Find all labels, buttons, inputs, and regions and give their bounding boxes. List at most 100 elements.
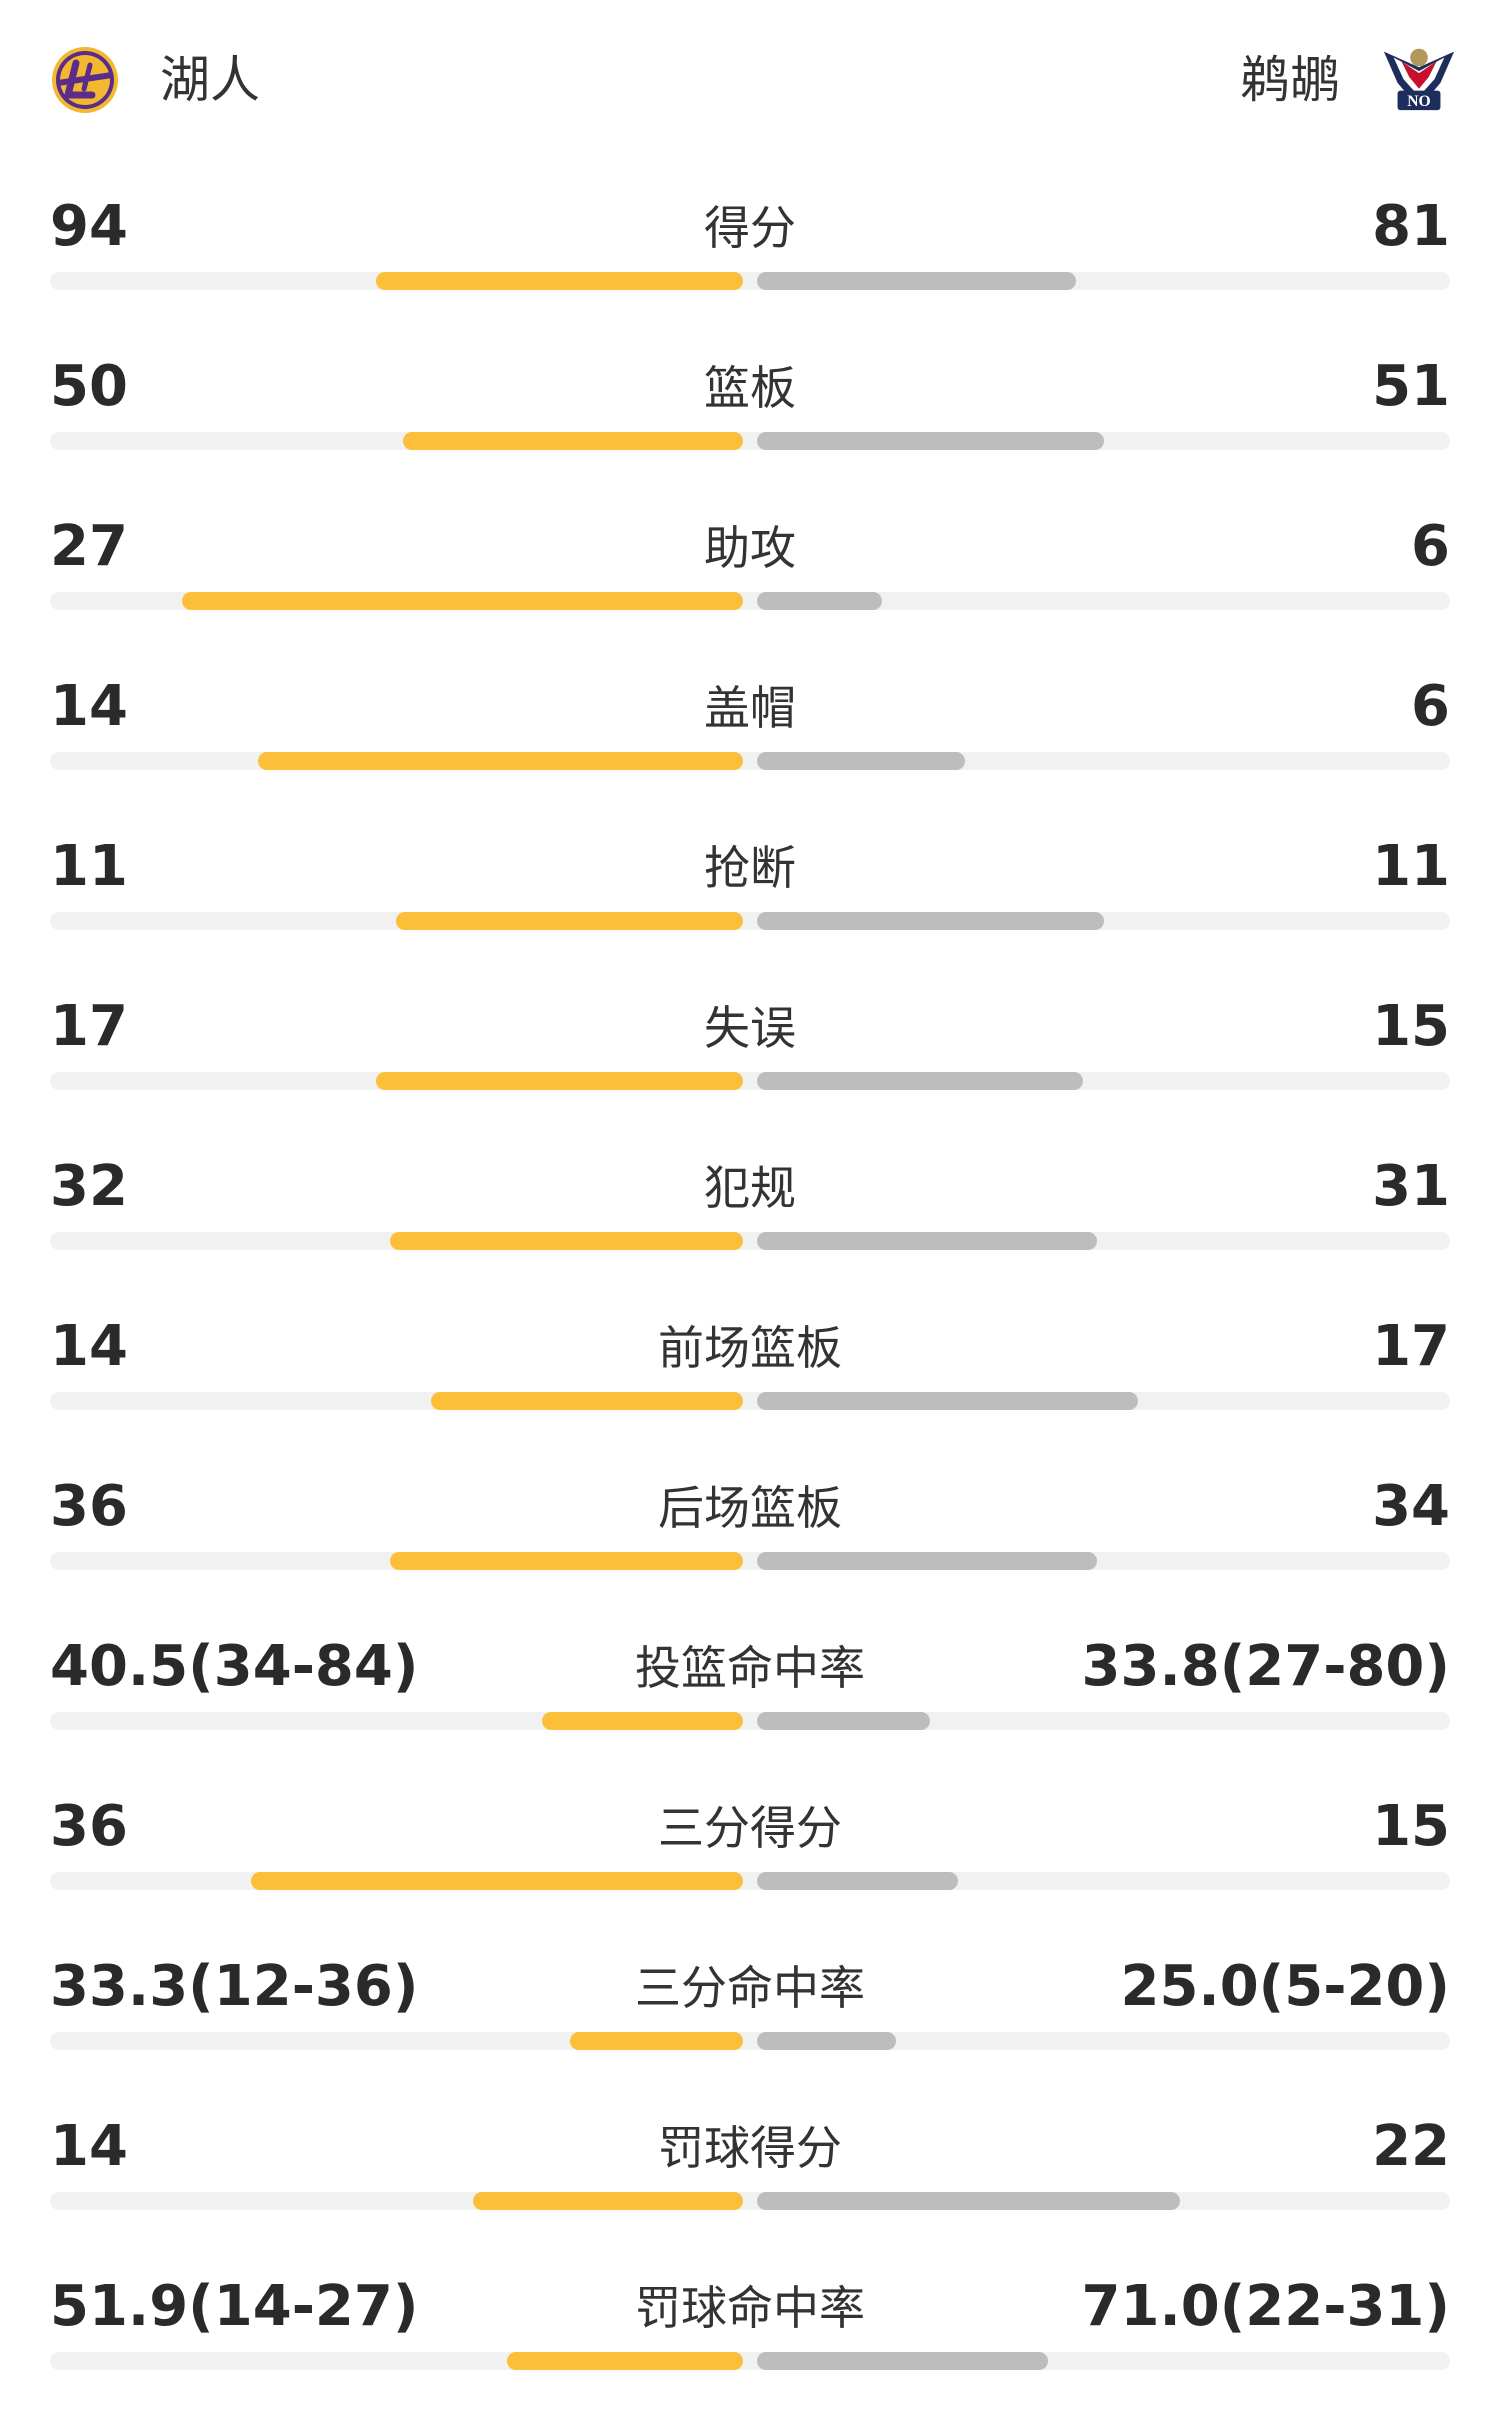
away-stat-bar [757, 592, 882, 610]
home-stat-bar [182, 592, 743, 610]
away-team-name: 鹈鹕 [1240, 51, 1340, 109]
away-stat-bar [757, 2352, 1048, 2370]
home-stat-value: 36 [50, 1474, 128, 1539]
stat-label: 盖帽 [704, 681, 796, 735]
stat-row: 94 得分 81 [0, 170, 1500, 330]
stat-row: 40.5(34-84) 投篮命中率 33.8(27-80) [0, 1610, 1500, 1770]
away-stat-bar [757, 432, 1104, 450]
away-stat-bar [757, 1072, 1083, 1090]
stat-track [50, 1232, 1450, 1250]
stat-label: 罚球得分 [658, 2121, 842, 2175]
away-stat-bar [757, 1392, 1138, 1410]
pelicans-logo-lettering: NO [1407, 93, 1430, 110]
stat-label: 三分得分 [658, 1801, 842, 1855]
home-stat-value: 94 [50, 194, 128, 259]
away-stat-value: 34 [1372, 1474, 1450, 1539]
stat-row: 50 篮板 51 [0, 330, 1500, 490]
home-stat-value: 32 [50, 1154, 128, 1219]
home-stat-bar [376, 1072, 743, 1090]
home-stat-value: 33.3(12-36) [50, 1954, 419, 2019]
stat-label: 后场篮板 [658, 1481, 842, 1535]
away-stat-bar [757, 1872, 958, 1890]
stat-track [50, 1072, 1450, 1090]
away-stat-value: 17 [1372, 1314, 1450, 1379]
home-stat-value: 50 [50, 354, 128, 419]
stat-track [50, 2192, 1450, 2210]
stat-label: 三分命中率 [635, 1961, 865, 2015]
stat-row: 27 助攻 6 [0, 490, 1500, 650]
away-stat-bar [757, 1552, 1097, 1570]
stat-label: 助攻 [704, 521, 796, 575]
home-stat-bar [258, 752, 743, 770]
home-stat-value: 27 [50, 514, 128, 579]
stat-track [50, 1392, 1450, 1410]
away-stat-value: 25.0(5-20) [1120, 1954, 1451, 2019]
stat-label: 罚球命中率 [635, 2281, 865, 2335]
away-stat-bar [757, 2032, 896, 2050]
away-stat-bar [757, 272, 1076, 290]
away-stat-value: 6 [1411, 674, 1450, 739]
team-stats-comparison: 94 得分 81 50 篮板 51 27 助攻 6 14 盖帽 6 11 抢断 11 17 失误 15 32 犯规 31… [0, 170, 1500, 2410]
stat-track [50, 432, 1450, 450]
stat-label: 失误 [704, 1001, 796, 1055]
home-stat-bar [473, 2192, 743, 2210]
stat-track [50, 2032, 1450, 2050]
stat-row: 11 抢断 11 [0, 810, 1500, 970]
away-stat-bar [757, 912, 1104, 930]
home-stat-value: 14 [50, 674, 128, 739]
stat-label: 抢断 [704, 841, 796, 895]
stat-row: 14 盖帽 6 [0, 650, 1500, 810]
home-stat-value: 36 [50, 1794, 128, 1859]
stat-label: 犯规 [704, 1161, 796, 1215]
away-stat-bar [757, 752, 965, 770]
stat-row: 17 失误 15 [0, 970, 1500, 1130]
home-stat-value: 17 [50, 994, 128, 1059]
stat-row: 14 罚球得分 22 [0, 2090, 1500, 2250]
away-stat-value: 33.8(27-80) [1081, 1634, 1450, 1699]
stat-row: 36 后场篮板 34 [0, 1450, 1500, 1610]
home-stat-value: 14 [50, 2114, 128, 2179]
stat-label: 投篮命中率 [635, 1641, 865, 1695]
stat-track [50, 2352, 1450, 2370]
stat-row: 36 三分得分 15 [0, 1770, 1500, 1930]
home-stat-value: 40.5(34-84) [50, 1634, 419, 1699]
pelicans-logo-icon: NO [1383, 48, 1455, 110]
stat-row: 32 犯规 31 [0, 1130, 1500, 1290]
away-stat-value: 11 [1372, 834, 1450, 899]
home-stat-bar [570, 2032, 743, 2050]
away-stat-value: 51 [1372, 354, 1450, 419]
home-stat-bar [507, 2352, 743, 2370]
away-stat-bar [757, 2192, 1180, 2210]
away-stat-value: 31 [1372, 1154, 1450, 1219]
home-stat-bar [376, 272, 743, 290]
stat-track [50, 1712, 1450, 1730]
away-stat-bar [757, 1712, 930, 1730]
away-stat-value: 81 [1372, 194, 1450, 259]
home-stat-bar [251, 1872, 743, 1890]
home-stat-bar [431, 1392, 743, 1410]
home-stat-bar [542, 1712, 743, 1730]
stat-track [50, 272, 1450, 290]
home-stat-value: 51.9(14-27) [50, 2274, 419, 2339]
stat-row: 33.3(12-36) 三分命中率 25.0(5-20) [0, 1930, 1500, 2090]
team-header: 湖人 鹈鹕 NO [0, 0, 1500, 160]
home-team-name: 湖人 [160, 51, 260, 109]
lakers-logo-icon [52, 47, 118, 113]
away-stat-value: 6 [1411, 514, 1450, 579]
stat-label: 前场篮板 [658, 1321, 842, 1375]
stat-track [50, 912, 1450, 930]
away-stat-value: 22 [1372, 2114, 1450, 2179]
home-stat-value: 14 [50, 1314, 128, 1379]
home-stat-bar [390, 1552, 743, 1570]
home-stat-bar [396, 912, 743, 930]
stat-label: 篮板 [704, 361, 796, 415]
home-stat-bar [390, 1232, 743, 1250]
away-stat-bar [757, 1232, 1097, 1250]
stat-row: 51.9(14-27) 罚球命中率 71.0(22-31) [0, 2250, 1500, 2410]
away-stat-value: 71.0(22-31) [1081, 2274, 1450, 2339]
away-stat-value: 15 [1372, 994, 1450, 1059]
home-stat-bar [403, 432, 743, 450]
home-stat-value: 11 [50, 834, 128, 899]
stat-label: 得分 [704, 201, 796, 255]
stat-track [50, 1552, 1450, 1570]
